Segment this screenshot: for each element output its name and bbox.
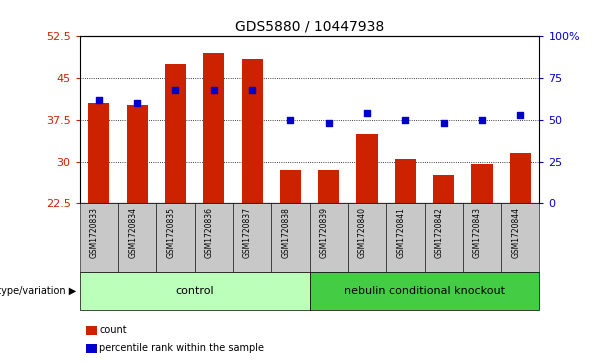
Bar <box>127 105 148 203</box>
Point <box>94 97 104 103</box>
Point <box>362 110 372 116</box>
Text: genotype/variation ▶: genotype/variation ▶ <box>0 286 77 296</box>
Text: GSM1720835: GSM1720835 <box>167 207 175 258</box>
Bar <box>204 53 224 203</box>
Bar <box>165 64 186 203</box>
Text: GSM1720842: GSM1720842 <box>435 207 444 258</box>
Point <box>132 100 142 106</box>
Text: count: count <box>99 325 127 335</box>
Bar <box>510 153 531 203</box>
Text: GSM1720836: GSM1720836 <box>205 207 214 258</box>
Bar <box>242 58 262 203</box>
Text: GSM1720839: GSM1720839 <box>320 207 329 258</box>
Text: GSM1720833: GSM1720833 <box>90 207 99 258</box>
Bar <box>471 164 492 203</box>
Bar <box>357 134 378 203</box>
Text: GSM1720838: GSM1720838 <box>281 207 291 258</box>
Text: GSM1720834: GSM1720834 <box>128 207 137 258</box>
Point <box>247 87 257 93</box>
Point <box>439 120 449 126</box>
Text: GSM1720840: GSM1720840 <box>358 207 367 258</box>
Title: GDS5880 / 10447938: GDS5880 / 10447938 <box>235 20 384 34</box>
Point <box>170 87 180 93</box>
Text: GSM1720844: GSM1720844 <box>511 207 520 258</box>
Text: GSM1720843: GSM1720843 <box>473 207 482 258</box>
Point <box>209 87 219 93</box>
Text: nebulin conditional knockout: nebulin conditional knockout <box>344 286 505 296</box>
Text: percentile rank within the sample: percentile rank within the sample <box>99 343 264 354</box>
Point <box>324 120 333 126</box>
Point <box>516 112 525 118</box>
Bar <box>318 170 339 203</box>
Point <box>400 117 410 123</box>
Bar <box>433 175 454 203</box>
Bar <box>395 159 416 203</box>
Point <box>477 117 487 123</box>
Text: GSM1720837: GSM1720837 <box>243 207 252 258</box>
Bar <box>280 170 301 203</box>
Text: control: control <box>175 286 214 296</box>
Bar <box>88 103 109 203</box>
Text: GSM1720841: GSM1720841 <box>397 207 405 258</box>
Point <box>286 117 295 123</box>
